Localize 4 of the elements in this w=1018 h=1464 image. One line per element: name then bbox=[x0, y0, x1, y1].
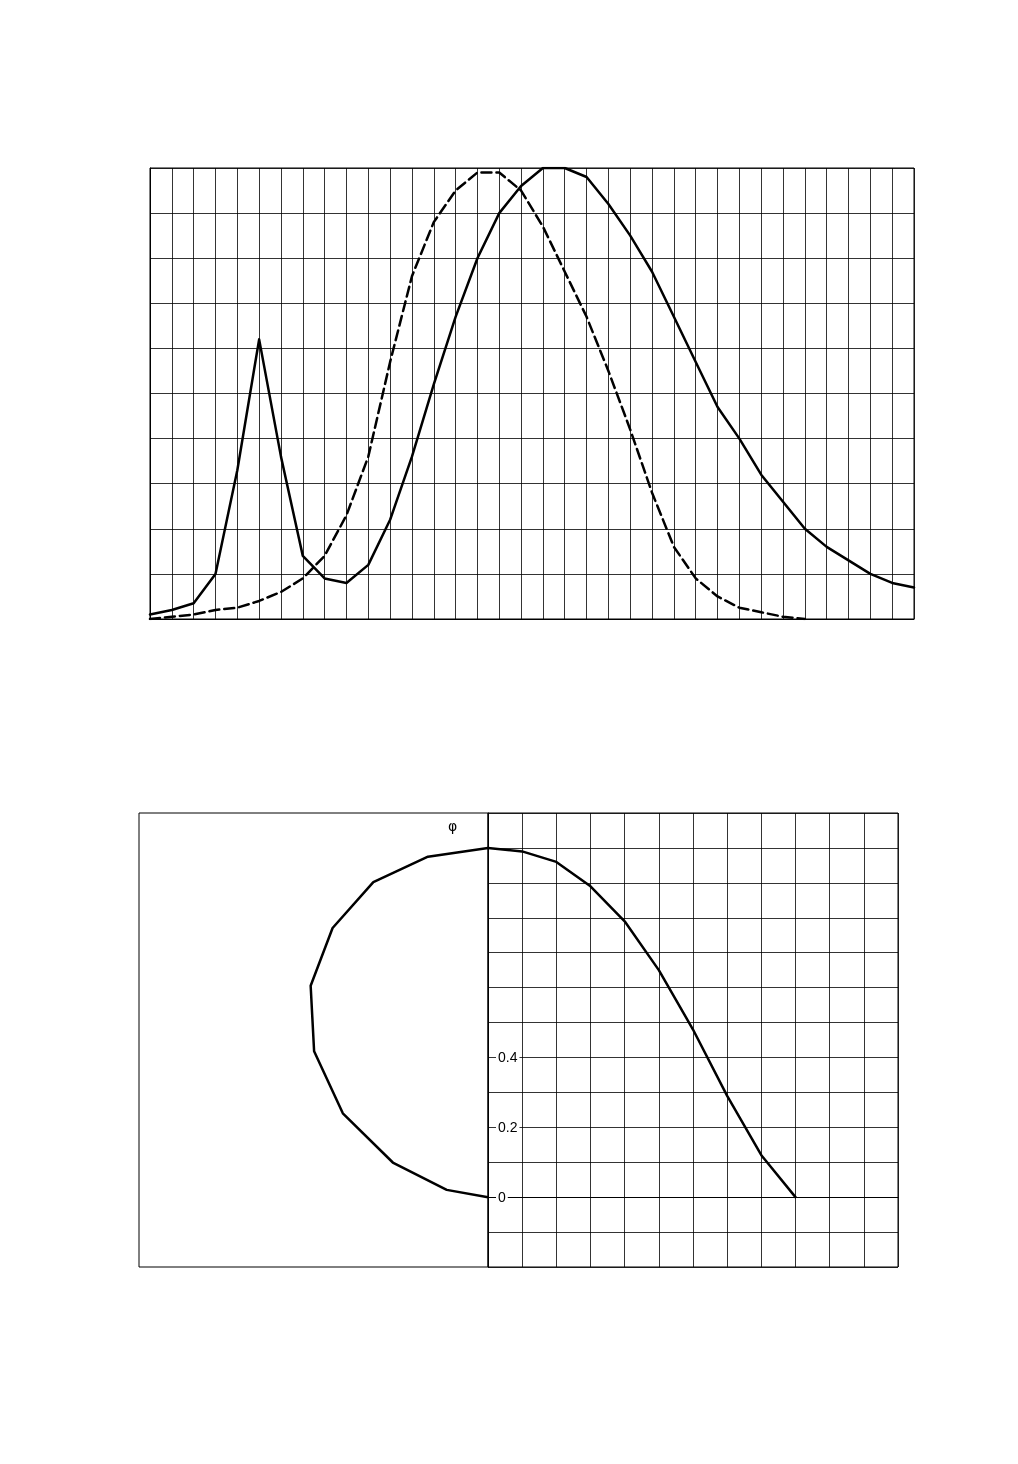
text: φ bbox=[448, 818, 458, 834]
y-tick-label: 0.2 bbox=[498, 1119, 518, 1136]
y-tick-label: 0 bbox=[498, 1189, 506, 1206]
y-tick-label: 0.4 bbox=[498, 1049, 518, 1066]
